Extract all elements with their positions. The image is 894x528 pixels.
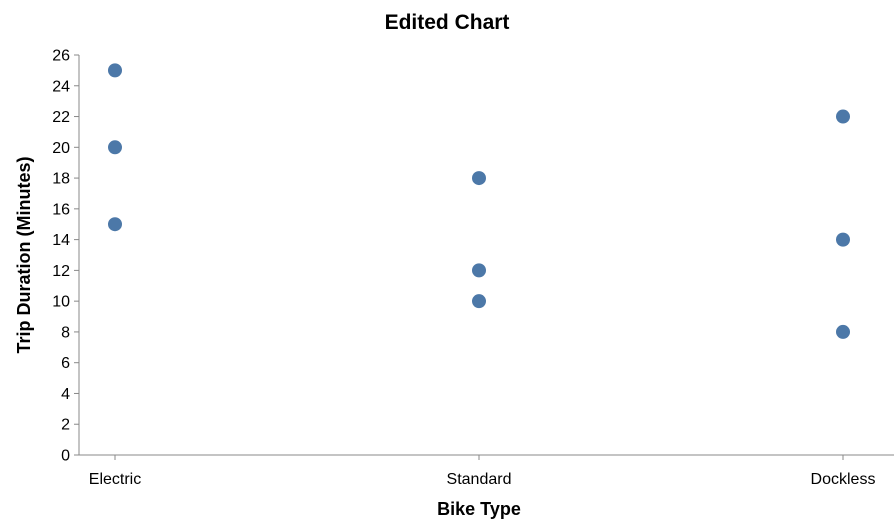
x-tick-label: Dockless <box>811 471 876 488</box>
data-point <box>472 294 486 309</box>
y-tick-label: 0 <box>61 448 70 465</box>
y-tick-label: 22 <box>52 109 70 126</box>
y-axis-title: Trip Duration (Minutes) <box>14 157 34 354</box>
y-tick-label: 2 <box>61 417 70 434</box>
data-point <box>836 109 850 124</box>
data-point <box>108 63 122 78</box>
x-axis: Electric Standard Dockless <box>79 454 894 488</box>
data-point <box>472 171 486 186</box>
data-point <box>472 263 486 278</box>
y-tick-label: 24 <box>52 78 70 95</box>
data-point <box>836 324 850 339</box>
x-axis-title: Bike Type <box>437 499 521 519</box>
y-tick-label: 6 <box>61 355 70 372</box>
y-tick-label: 12 <box>52 263 70 280</box>
y-tick-label: 8 <box>61 324 70 341</box>
y-tick-label: 26 <box>52 48 70 65</box>
data-point <box>108 217 122 232</box>
x-tick-label: Standard <box>447 471 512 488</box>
data-points <box>108 63 850 339</box>
y-tick-label: 14 <box>52 232 70 249</box>
y-tick-label: 20 <box>52 140 70 157</box>
y-tick-label: 18 <box>52 171 70 188</box>
chart-title: Edited Chart <box>385 11 510 34</box>
y-tick-label: 10 <box>52 294 70 311</box>
data-point <box>108 140 122 155</box>
y-tick-label: 4 <box>61 386 70 403</box>
x-tick-label: Electric <box>89 471 141 488</box>
data-point <box>836 232 850 247</box>
y-tick-label: 16 <box>52 201 70 218</box>
